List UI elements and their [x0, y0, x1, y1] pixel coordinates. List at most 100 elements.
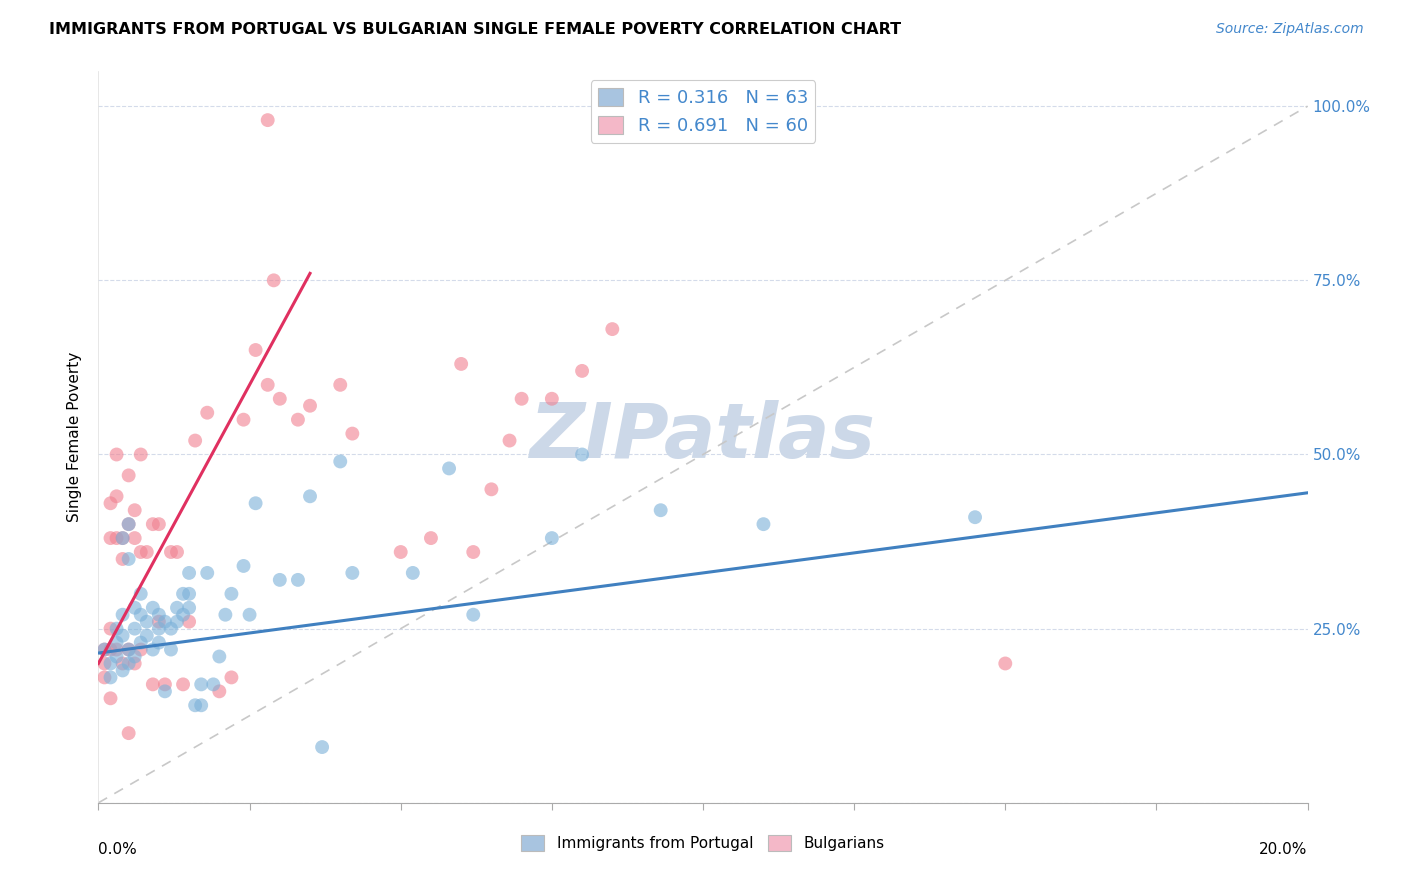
- Point: [195, 566, 218, 580]
- Point: [166, 615, 188, 629]
- Point: [179, 566, 201, 580]
- Point: [124, 657, 146, 671]
- Point: [160, 642, 183, 657]
- Point: [148, 635, 170, 649]
- Point: [111, 531, 134, 545]
- Point: [153, 615, 176, 629]
- Point: [994, 657, 1017, 671]
- Point: [214, 607, 236, 622]
- Point: [118, 468, 141, 483]
- Point: [420, 531, 443, 545]
- Point: [221, 587, 243, 601]
- Point: [540, 392, 562, 406]
- Point: [142, 677, 165, 691]
- Point: [752, 517, 775, 532]
- Point: [463, 607, 485, 622]
- Legend: Immigrants from Portugal, Bulgarians: Immigrants from Portugal, Bulgarians: [515, 830, 891, 857]
- Point: [100, 657, 122, 671]
- Point: [184, 698, 207, 713]
- Point: [129, 607, 152, 622]
- Point: [129, 448, 152, 462]
- Point: [450, 357, 472, 371]
- Point: [111, 629, 134, 643]
- Point: [245, 343, 267, 357]
- Point: [571, 364, 593, 378]
- Point: [239, 607, 262, 622]
- Text: 0.0%: 0.0%: [98, 842, 138, 856]
- Point: [650, 503, 672, 517]
- Point: [148, 622, 170, 636]
- Point: [256, 113, 278, 128]
- Point: [129, 635, 152, 649]
- Point: [93, 642, 115, 657]
- Point: [100, 670, 122, 684]
- Point: [184, 434, 207, 448]
- Point: [965, 510, 987, 524]
- Point: [124, 649, 146, 664]
- Point: [111, 531, 134, 545]
- Point: [129, 545, 152, 559]
- Point: [179, 587, 201, 601]
- Point: [100, 691, 122, 706]
- Point: [299, 489, 322, 503]
- Point: [160, 622, 183, 636]
- Point: [287, 412, 309, 426]
- Point: [481, 483, 503, 497]
- Point: [105, 489, 128, 503]
- Point: [129, 642, 152, 657]
- Point: [100, 496, 122, 510]
- Point: [571, 448, 593, 462]
- Point: [166, 600, 188, 615]
- Point: [245, 496, 267, 510]
- Point: [105, 649, 128, 664]
- Point: [389, 545, 412, 559]
- Point: [342, 426, 364, 441]
- Point: [190, 698, 212, 713]
- Point: [256, 377, 278, 392]
- Point: [269, 392, 291, 406]
- Point: [195, 406, 218, 420]
- Point: [111, 664, 134, 678]
- Point: [463, 545, 485, 559]
- Point: [232, 412, 254, 426]
- Point: [135, 615, 157, 629]
- Point: [202, 677, 225, 691]
- Point: [111, 657, 134, 671]
- Point: [540, 531, 562, 545]
- Point: [329, 377, 352, 392]
- Point: [287, 573, 309, 587]
- Point: [172, 677, 194, 691]
- Y-axis label: Single Female Poverty: Single Female Poverty: [67, 352, 83, 522]
- Point: [124, 531, 146, 545]
- Point: [135, 545, 157, 559]
- Point: [172, 587, 194, 601]
- Point: [148, 607, 170, 622]
- Point: [179, 615, 201, 629]
- Point: [329, 454, 352, 468]
- Point: [118, 517, 141, 532]
- Point: [100, 622, 122, 636]
- Point: [111, 607, 134, 622]
- Point: [105, 642, 128, 657]
- Point: [208, 649, 231, 664]
- Point: [232, 558, 254, 573]
- Point: [105, 622, 128, 636]
- Point: [179, 600, 201, 615]
- Point: [190, 677, 212, 691]
- Point: [105, 635, 128, 649]
- Point: [124, 622, 146, 636]
- Point: [105, 531, 128, 545]
- Point: [221, 670, 243, 684]
- Point: [118, 642, 141, 657]
- Point: [105, 448, 128, 462]
- Point: [510, 392, 533, 406]
- Point: [135, 629, 157, 643]
- Point: [118, 552, 141, 566]
- Point: [160, 545, 183, 559]
- Point: [166, 545, 188, 559]
- Point: [498, 434, 520, 448]
- Point: [118, 726, 141, 740]
- Point: [142, 600, 165, 615]
- Point: [148, 517, 170, 532]
- Point: [172, 607, 194, 622]
